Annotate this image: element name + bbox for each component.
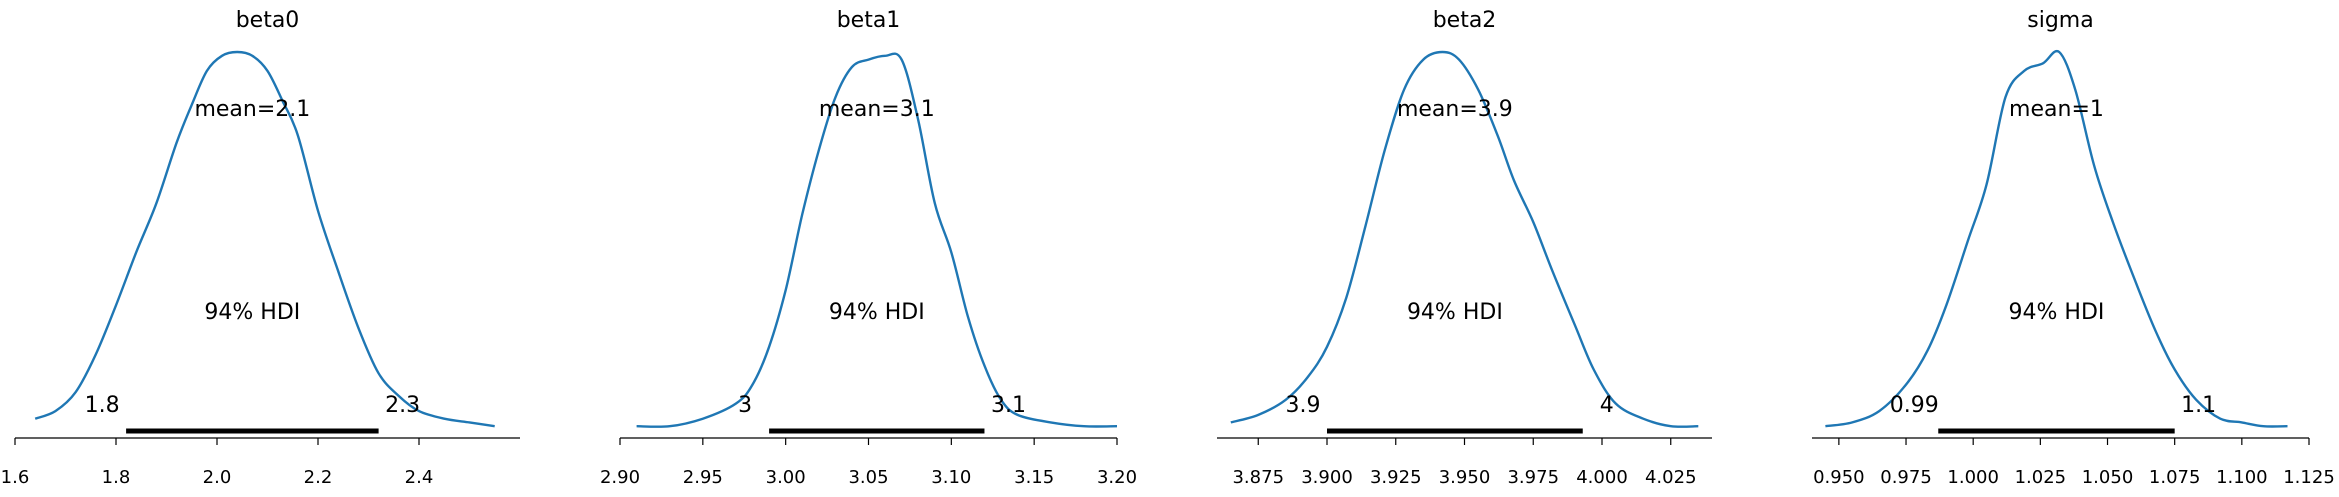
mean-label: mean=3.9 (1397, 97, 1513, 122)
x-tick-label: 2.2 (304, 467, 333, 488)
hdi-high-label: 2.3 (385, 393, 420, 418)
x-tick-label: 1.125 (2283, 467, 2335, 488)
hdi-low-label: 3.9 (1286, 393, 1321, 418)
x-tick-label: 4.000 (1576, 467, 1628, 488)
hdi-low-label: 3 (738, 393, 752, 418)
density-curve (1825, 49, 2288, 428)
x-tick-label: 3.05 (848, 467, 888, 488)
x-tick-label: 1.075 (2149, 467, 2201, 488)
x-tick-label: 1.8 (102, 467, 131, 488)
x-tick-label: 4.025 (1645, 467, 1697, 488)
subplot-beta2: beta2 3.875 3.900 3.925 3.950 3.975 4.000 4.025… (1217, 8, 1712, 488)
x-tick-label: 0.975 (1880, 467, 1932, 488)
x-tick-label: 2.90 (600, 467, 640, 488)
x-tick-label: 3.900 (1301, 467, 1353, 488)
x-tick-label: 1.025 (2015, 467, 2067, 488)
subplot-title: beta2 (1433, 8, 1497, 33)
subplot-title: sigma (2027, 8, 2093, 33)
mean-label: mean=2.1 (194, 97, 310, 122)
density-curve (636, 52, 1118, 428)
x-tick-label: 1.050 (2082, 467, 2134, 488)
x-tick-label: 1.000 (1947, 467, 1999, 488)
x-tick-label: 1.100 (2216, 467, 2268, 488)
x-tick-label: 2.0 (203, 467, 232, 488)
x-tick-label: 2.4 (405, 467, 434, 488)
hdi-low-label: 1.8 (85, 393, 120, 418)
x-tick-label: 0.950 (1813, 467, 1865, 488)
subplot-beta1: beta1 2.90 2.95 3.00 3.05 3.10 3.15 3.20 3 3.1 94%… (600, 8, 1137, 488)
x-tick-label: 3.875 (1232, 467, 1284, 488)
subplot-title: beta1 (837, 8, 901, 33)
subplot-beta0: beta0 1.6 1.8 2.0 2.2 2.4 1.8 2.3 94% HDI mean=2.… (1, 8, 520, 488)
x-tick-label: 3.975 (1507, 467, 1559, 488)
x-tick-label: 1.6 (1, 467, 30, 488)
hdi-label: 94% HDI (2009, 300, 2105, 325)
hdi-label: 94% HDI (204, 300, 300, 325)
x-tick-label: 3.00 (766, 467, 806, 488)
x-tick-label: 3.15 (1014, 467, 1054, 488)
density-curve (34, 50, 495, 428)
subplot-sigma: sigma 0.950 0.975 1.000 1.025 1.050 1.075 1.100… (1812, 8, 2335, 488)
hdi-label: 94% HDI (1407, 300, 1503, 325)
density-curve (1230, 50, 1699, 428)
hdi-label: 94% HDI (829, 300, 925, 325)
x-tick-label: 2.95 (683, 467, 723, 488)
x-tick-label: 3.925 (1370, 467, 1422, 488)
hdi-high-label: 1.1 (2181, 393, 2216, 418)
x-tick-label: 3.10 (931, 467, 971, 488)
x-tick-label: 3.20 (1097, 467, 1137, 488)
mean-label: mean=3.1 (819, 97, 935, 122)
x-tick-label: 3.950 (1439, 467, 1491, 488)
hdi-high-label: 3.1 (991, 393, 1026, 418)
mean-label: mean=1 (2009, 97, 2104, 122)
subplot-title: beta0 (236, 8, 300, 33)
hdi-low-label: 0.99 (1890, 393, 1939, 418)
hdi-high-label: 4 (1600, 393, 1614, 418)
